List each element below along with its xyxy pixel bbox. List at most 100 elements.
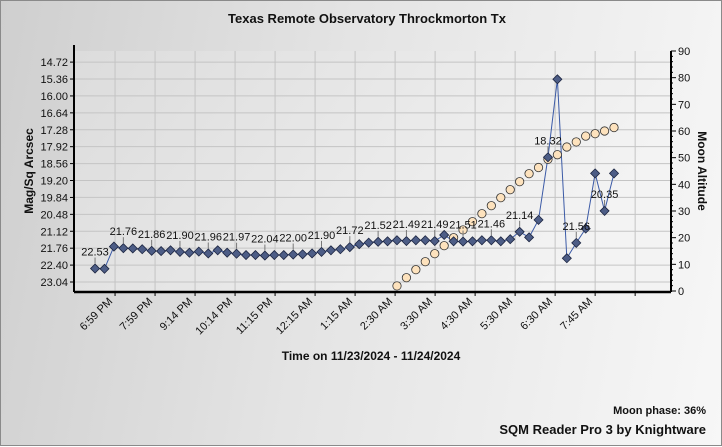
mag-data-point bbox=[335, 244, 346, 255]
x-axis-title: Time on 11/23/2024 - 11/24/2024 bbox=[282, 349, 461, 363]
moon-altitude-point bbox=[430, 249, 440, 259]
y-tick-label: 21.12 bbox=[40, 226, 68, 238]
x-tick-label: 11:15 PM bbox=[234, 296, 275, 337]
mag-data-point bbox=[108, 241, 119, 252]
y-tick-label: 20.48 bbox=[40, 209, 68, 221]
y2-tick-label: 30 bbox=[678, 206, 690, 218]
mag-data-point bbox=[448, 236, 459, 247]
mag-data-point bbox=[344, 242, 355, 253]
mag-data-point bbox=[203, 248, 214, 259]
data-label: 21.86 bbox=[138, 229, 166, 241]
y2-tick-label: 90 bbox=[678, 46, 690, 58]
moon-altitude-point bbox=[401, 273, 412, 283]
moon-altitude-point bbox=[496, 193, 506, 203]
x-tick-label: 7:45 AM bbox=[558, 296, 595, 333]
mag-data-point bbox=[297, 249, 308, 260]
data-label: 22.53 bbox=[81, 247, 109, 259]
data-label: 21.46 bbox=[478, 218, 506, 230]
mag-data-point bbox=[514, 226, 525, 237]
data-label: 21.51 bbox=[449, 220, 477, 232]
moon-altitude-point bbox=[467, 217, 478, 227]
mag-data-point bbox=[429, 235, 440, 247]
y-tick-label: 22.40 bbox=[40, 260, 68, 272]
mag-data-point bbox=[533, 214, 544, 225]
data-label: 21.96 bbox=[195, 231, 223, 243]
mag-data-point bbox=[222, 247, 233, 258]
moon-altitude-point bbox=[486, 201, 496, 211]
mag-data-point bbox=[439, 229, 450, 241]
moon-altitude-point bbox=[599, 126, 610, 136]
mag-data-point bbox=[118, 243, 129, 254]
mag-data-point bbox=[457, 236, 469, 247]
mag-data-point bbox=[146, 245, 157, 256]
mag-data-point bbox=[184, 247, 195, 258]
y-tick-label: 17.92 bbox=[40, 142, 68, 154]
y2-tick-label: 60 bbox=[678, 126, 690, 138]
mag-data-point bbox=[259, 250, 270, 261]
data-label: 21.49 bbox=[393, 219, 421, 231]
mag-data-point bbox=[250, 249, 261, 261]
y2-tick-label: 10 bbox=[678, 259, 690, 271]
moon-altitude-point bbox=[609, 122, 619, 133]
y-tick-label: 18.56 bbox=[40, 159, 68, 171]
mag-data-point bbox=[599, 205, 610, 216]
x-tick-label: 3:30 AM bbox=[398, 296, 435, 333]
mag-data-point bbox=[590, 168, 601, 179]
mag-data-point bbox=[316, 246, 327, 257]
moon-altitude-point bbox=[411, 265, 421, 275]
y-tick-label: 19.20 bbox=[40, 176, 68, 188]
x-tick-label: 6:30 AM bbox=[518, 296, 555, 333]
y-tick-label: 21.76 bbox=[40, 243, 68, 255]
x-tick-label: 9:14 PM bbox=[158, 296, 195, 333]
mag-data-point bbox=[354, 239, 365, 250]
mag-data-point bbox=[608, 168, 620, 179]
mag-data-point bbox=[231, 248, 242, 259]
moon-altitude-point bbox=[420, 257, 430, 267]
plot-area bbox=[74, 51, 671, 291]
x-tick-label: 6:59 PM bbox=[78, 296, 115, 333]
data-label: 21.72 bbox=[336, 225, 364, 237]
moon-altitude-point bbox=[552, 150, 562, 160]
mag-data-point bbox=[363, 237, 374, 248]
data-label: 21.97 bbox=[223, 232, 251, 244]
x-tick-label: 4:30 AM bbox=[438, 296, 475, 333]
data-label: 21.52 bbox=[364, 220, 392, 232]
moon-altitude-point bbox=[562, 142, 572, 152]
y2-tick-label: 40 bbox=[678, 179, 690, 191]
y-tick-label: 16.64 bbox=[40, 108, 68, 120]
mag-data-point bbox=[240, 249, 252, 261]
mag-data-point bbox=[269, 249, 280, 261]
mag-data-point bbox=[306, 248, 318, 259]
data-label: 21.56 bbox=[562, 221, 590, 233]
y-tick-label: 23.04 bbox=[40, 277, 68, 289]
data-label: 20.35 bbox=[591, 189, 619, 201]
y2-tick-label: 20 bbox=[678, 233, 690, 245]
mag-data-point bbox=[486, 235, 497, 246]
data-label: 22.04 bbox=[251, 234, 279, 246]
mag-data-point bbox=[410, 235, 421, 246]
mag-data-point bbox=[467, 236, 478, 247]
y-tick-label: 15.36 bbox=[40, 74, 68, 86]
moon-phase-label: Moon phase: 36% bbox=[613, 405, 706, 417]
mag-data-point bbox=[278, 249, 289, 261]
mag-data-point bbox=[561, 253, 572, 264]
data-label: 21.90 bbox=[308, 230, 336, 242]
mag-data-point bbox=[325, 245, 337, 256]
mag-data-point bbox=[476, 235, 487, 246]
moon-altitude-point bbox=[571, 137, 581, 147]
moon-altitude-point bbox=[515, 177, 525, 187]
data-label: 21.14 bbox=[506, 210, 534, 222]
mag-data-point bbox=[391, 235, 403, 246]
mag-data-point bbox=[193, 246, 204, 257]
x-tick-label: 7:59 PM bbox=[118, 296, 155, 333]
moon-altitude-point bbox=[581, 131, 591, 141]
x-tick-label: 5:30 AM bbox=[478, 296, 515, 333]
mag-data-point bbox=[505, 234, 516, 245]
y2-tick-label: 50 bbox=[678, 153, 690, 165]
mag-data-point bbox=[382, 236, 393, 247]
mag-data-point bbox=[89, 263, 101, 274]
mag-data-point bbox=[542, 152, 554, 163]
moon-altitude-point bbox=[439, 241, 449, 251]
mag-data-point bbox=[373, 236, 384, 247]
